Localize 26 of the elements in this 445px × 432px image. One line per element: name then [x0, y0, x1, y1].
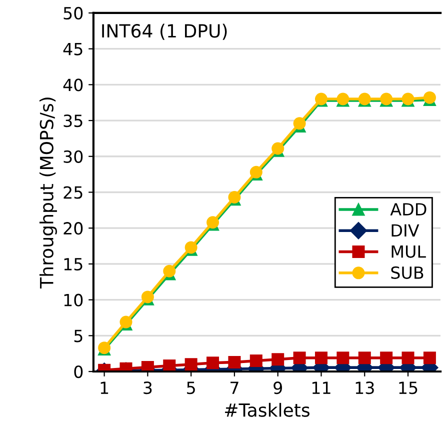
x-tick-label: 7	[230, 382, 238, 394]
x-tick-label: 3	[144, 382, 152, 394]
y-tick-label: 25	[64, 186, 82, 199]
y-tick-label: 10	[64, 294, 83, 306]
x-axis-title: #Tasklets	[225, 402, 310, 417]
x-tick-label: 15	[399, 382, 418, 394]
legend-label: DIV	[392, 224, 420, 236]
y-tick-label: 15	[64, 258, 82, 271]
y-tick-label: 45	[63, 42, 82, 56]
y-tick-label: 5	[74, 330, 82, 342]
y-tick-label: 0	[74, 365, 83, 378]
legend-label: SUB	[391, 266, 424, 279]
y-axis-title: Throughput (MOPS/s)	[39, 98, 57, 288]
text: INT64 (1 DPU)	[102, 24, 227, 40]
y-tick-label: 20	[64, 222, 83, 235]
legend-label: MUL	[392, 245, 426, 258]
y-tick-label: 50	[64, 6, 83, 20]
x-tick-label: 11	[312, 382, 330, 394]
y-tick-label: 40	[63, 78, 83, 92]
y-tick-label: 30	[64, 150, 83, 163]
y-tick-label: 35	[64, 114, 82, 128]
x-tick-label: 5	[187, 382, 195, 394]
x-tick-label: 13	[356, 382, 374, 394]
legend-label: ADD	[390, 203, 426, 216]
x-tick-label: 9	[274, 382, 282, 394]
x-tick-label: 1	[100, 382, 108, 394]
